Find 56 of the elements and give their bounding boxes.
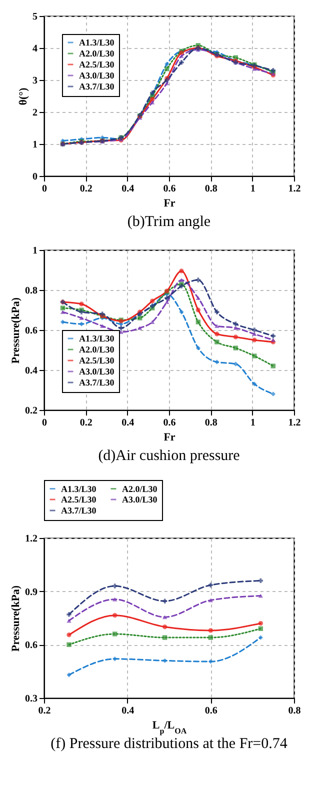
y-tick-label: 1 — [32, 246, 38, 256]
x-tick-label: 0.4 — [122, 418, 134, 428]
x-tick-label: 0 — [42, 418, 47, 428]
y-tick-label: 0.4 — [25, 366, 38, 376]
y-tick-label: 0.6 — [25, 326, 38, 336]
y-axis-title: Pressure(kPa) — [10, 297, 22, 364]
y-tick-label: 0.8 — [25, 286, 38, 296]
x-tick-label: 0 — [42, 184, 47, 194]
legend-label: A2.5/L30 — [79, 356, 115, 366]
x-tick-label: 0.8 — [204, 418, 218, 428]
legend-label: A1.3/L30 — [61, 484, 97, 494]
legend-label: A2.5/L30 — [79, 60, 115, 70]
x-tick-label: 0.8 — [288, 706, 301, 716]
y-tick-label: 0.2 — [25, 406, 38, 416]
legend-label: A3.7/L30 — [79, 378, 115, 388]
legend-label: A3.0/L30 — [122, 494, 158, 504]
legend-label: A2.5/L30 — [61, 494, 97, 504]
x-tick-label: 0.6 — [163, 418, 176, 428]
y-tick-label: 0.6 — [25, 640, 38, 652]
legend-label: A3.7/L30 — [79, 82, 115, 92]
x-tick-label: 0.4 — [122, 706, 134, 716]
x-tick-label: 0.6 — [204, 706, 218, 716]
x-tick-label: 0.4 — [122, 184, 134, 194]
legend-label: A2.0/L30 — [79, 344, 115, 354]
text: (d)Air cushion pressure — [98, 448, 240, 464]
x-axis-title: Fr — [164, 198, 176, 210]
y-tick-label: 0.9 — [25, 586, 38, 598]
x-tick-label: 0.8 — [204, 184, 218, 194]
x-tick-label: 0.2 — [80, 184, 92, 194]
y-tick-label: 1 — [32, 140, 38, 150]
legend-label: A1.3/L30 — [79, 334, 115, 344]
y-tick-label: 5 — [32, 12, 38, 22]
x-tick-label: 0.6 — [163, 184, 176, 194]
x-tick-label: 1 — [250, 184, 256, 194]
y-tick-label: 0 — [32, 172, 38, 182]
legend-label: A3.0/L30 — [79, 366, 115, 376]
x-tick-label: 1.2 — [288, 418, 301, 428]
y-tick-label: 4 — [32, 44, 38, 54]
legend-label: A2.0/L30 — [122, 484, 158, 494]
legend-label: A1.3/L30 — [79, 38, 115, 48]
x-axis-title: L$_{p}$/L$_{OA}$ — [152, 720, 187, 735]
legend-label: A3.7/L30 — [61, 506, 97, 516]
y-tick-label: 0.3 — [25, 694, 38, 704]
x-tick-label: 1.2 — [288, 184, 301, 194]
x-tick-label: 0.2 — [80, 418, 92, 428]
y-tick-label: 3 — [32, 76, 38, 86]
y-tick-label: 2 — [32, 108, 38, 118]
text: (b)Trim angle — [127, 214, 211, 230]
legend-label: A2.0/L30 — [79, 48, 115, 58]
text: (f) Pressure distributions at the Fr=0.74 — [50, 736, 288, 752]
legend-label: A3.0/L30 — [79, 70, 115, 80]
x-axis-title: Fr — [164, 432, 176, 444]
y-axis-title: θ(°) — [18, 87, 30, 106]
x-tick-label: 1 — [250, 418, 256, 428]
y-tick-label: 1.2 — [25, 534, 38, 544]
y-axis-title: Pressure(kPa) — [10, 585, 22, 652]
